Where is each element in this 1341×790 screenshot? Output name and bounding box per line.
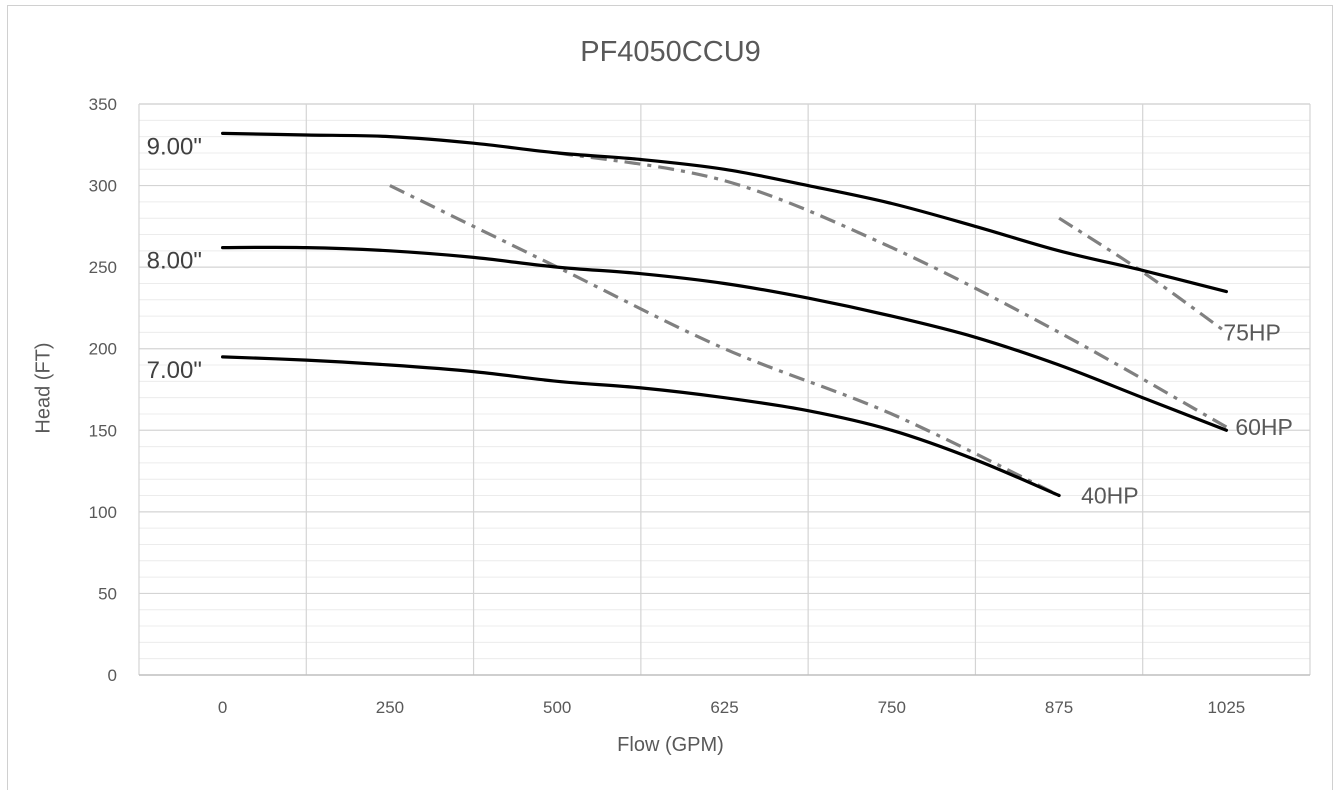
- hp-line-75hp: [1058, 216, 1228, 334]
- impeller-curve: [221, 245, 1228, 432]
- y-tick-label: 250: [89, 258, 117, 277]
- hp-label: 60HP: [1235, 414, 1293, 440]
- x-tick-label: 0: [218, 698, 227, 717]
- impeller-label: 8.00": [147, 248, 202, 275]
- impeller-curve: [221, 355, 1061, 498]
- x-tick-label: 500: [543, 698, 571, 717]
- impeller-label: 7.00": [147, 357, 202, 384]
- hp-label: 40HP: [1081, 483, 1139, 509]
- y-tick-label: 100: [89, 503, 117, 522]
- x-tick-label: 750: [878, 698, 906, 717]
- y-tick-label: 0: [108, 666, 117, 685]
- x-tick-label: 875: [1045, 698, 1073, 717]
- y-tick-label: 150: [89, 421, 117, 440]
- y-tick-label: 350: [89, 95, 117, 114]
- x-tick-label: 625: [710, 698, 738, 717]
- y-tick-label: 200: [89, 340, 117, 359]
- hp-label: 75HP: [1223, 319, 1281, 345]
- x-axis-title: Flow (GPM): [617, 734, 724, 756]
- hp-line-40hp: [389, 184, 1060, 497]
- x-tick-label: 1025: [1207, 698, 1245, 717]
- x-tick-label: 250: [376, 698, 404, 717]
- impeller-label: 9.00": [147, 133, 202, 160]
- hp-line-60hp: [556, 151, 1228, 429]
- y-tick-label: 300: [89, 177, 117, 196]
- chart-title: PF4050CCU9: [580, 36, 761, 68]
- impeller-curve: [221, 131, 1228, 294]
- y-tick-label: 50: [98, 584, 117, 603]
